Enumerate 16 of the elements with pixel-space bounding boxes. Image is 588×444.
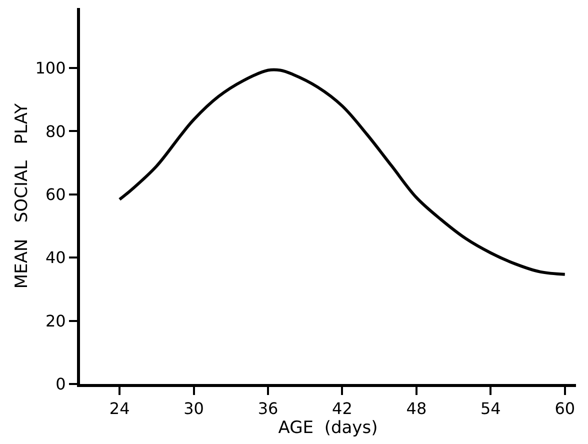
y-tick-label: 80 xyxy=(45,122,66,141)
y-tick-label: 20 xyxy=(45,311,66,330)
line-series xyxy=(118,68,566,276)
x-tick-label: 36 xyxy=(258,399,278,418)
x-tick-label: 42 xyxy=(332,399,352,418)
y-axis-title: MEAN SOCIAL PLAY xyxy=(12,102,32,289)
y-tick-label: 60 xyxy=(45,185,66,204)
y-tick-label: 0 xyxy=(56,374,66,394)
x-tick-label: 30 xyxy=(184,399,204,418)
x-tick-label: 60 xyxy=(554,399,576,418)
x-tick-label: 54 xyxy=(480,399,501,418)
y-tick-label: 100 xyxy=(35,58,66,78)
x-tick-label: 24 xyxy=(109,399,130,418)
x-axis-title: AGE (days) xyxy=(278,418,378,438)
y-tick-label: 40 xyxy=(45,248,66,268)
x-tick-label: 48 xyxy=(406,399,427,418)
